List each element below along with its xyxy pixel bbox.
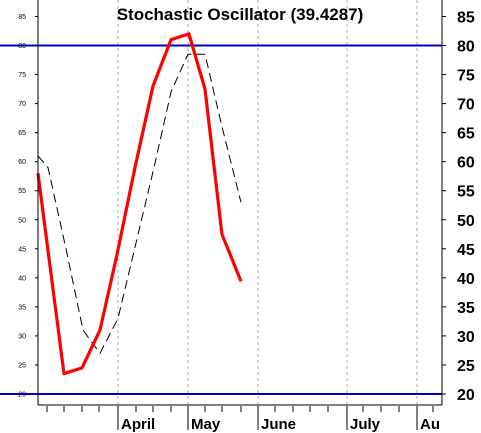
series-lines — [36, 32, 243, 376]
left-tick-label-75: 75 — [18, 72, 26, 79]
series-line-1 — [37, 53, 242, 354]
right-tick-label-65: 65 — [457, 126, 475, 143]
x-tick-label-april: April — [121, 416, 155, 433]
right-tick-label-25: 25 — [457, 358, 475, 375]
y-axis-ticks: 20 20 25 25 30 30 35 35 40 40 45 45 50 50 55 55 60 60 65 65… — [18, 9, 475, 404]
x-tick-label-au: Au — [420, 416, 440, 433]
right-tick-label-60: 60 — [457, 155, 475, 172]
left-tick-label-40: 40 — [18, 275, 26, 282]
right-tick-label-55: 55 — [457, 184, 475, 201]
vertical-grid — [117, 0, 418, 405]
right-tick-label-70: 70 — [457, 97, 475, 114]
x-axis-ticks: April May June July Au — [46, 406, 440, 433]
right-tick-label-45: 45 — [457, 242, 475, 259]
left-tick-label-65: 65 — [18, 130, 26, 137]
plot-area — [38, 0, 442, 405]
left-tick-label-20: 20 — [18, 392, 26, 399]
right-tick-label-20: 20 — [457, 387, 475, 404]
x-tick-label-may: May — [191, 416, 221, 433]
right-tick-label-75: 75 — [457, 68, 475, 85]
right-tick-label-40: 40 — [457, 271, 475, 288]
left-tick-label-30: 30 — [18, 333, 26, 340]
left-tick-label-45: 45 — [18, 246, 26, 253]
left-tick-label-70: 70 — [18, 101, 26, 108]
x-tick-label-june: June — [261, 416, 296, 433]
left-tick-label-25: 25 — [18, 362, 26, 369]
right-tick-label-80: 80 — [457, 39, 475, 56]
x-tick-label-july: July — [350, 416, 381, 433]
right-tick-label-35: 35 — [457, 300, 475, 317]
right-tick-label-85: 85 — [457, 9, 475, 26]
left-tick-label-80: 80 — [18, 43, 26, 50]
left-tick-label-85: 85 — [18, 14, 26, 21]
left-tick-label-35: 35 — [18, 304, 26, 311]
right-tick-label-50: 50 — [457, 213, 475, 230]
reference-lines — [0, 44, 442, 395]
left-tick-label-60: 60 — [18, 159, 26, 166]
chart-title: Stochastic Oscillator (39.4287) — [117, 5, 364, 24]
series-line-0 — [36, 32, 243, 376]
left-tick-label-55: 55 — [18, 188, 26, 195]
left-tick-label-50: 50 — [18, 217, 26, 224]
right-tick-label-30: 30 — [457, 329, 475, 346]
